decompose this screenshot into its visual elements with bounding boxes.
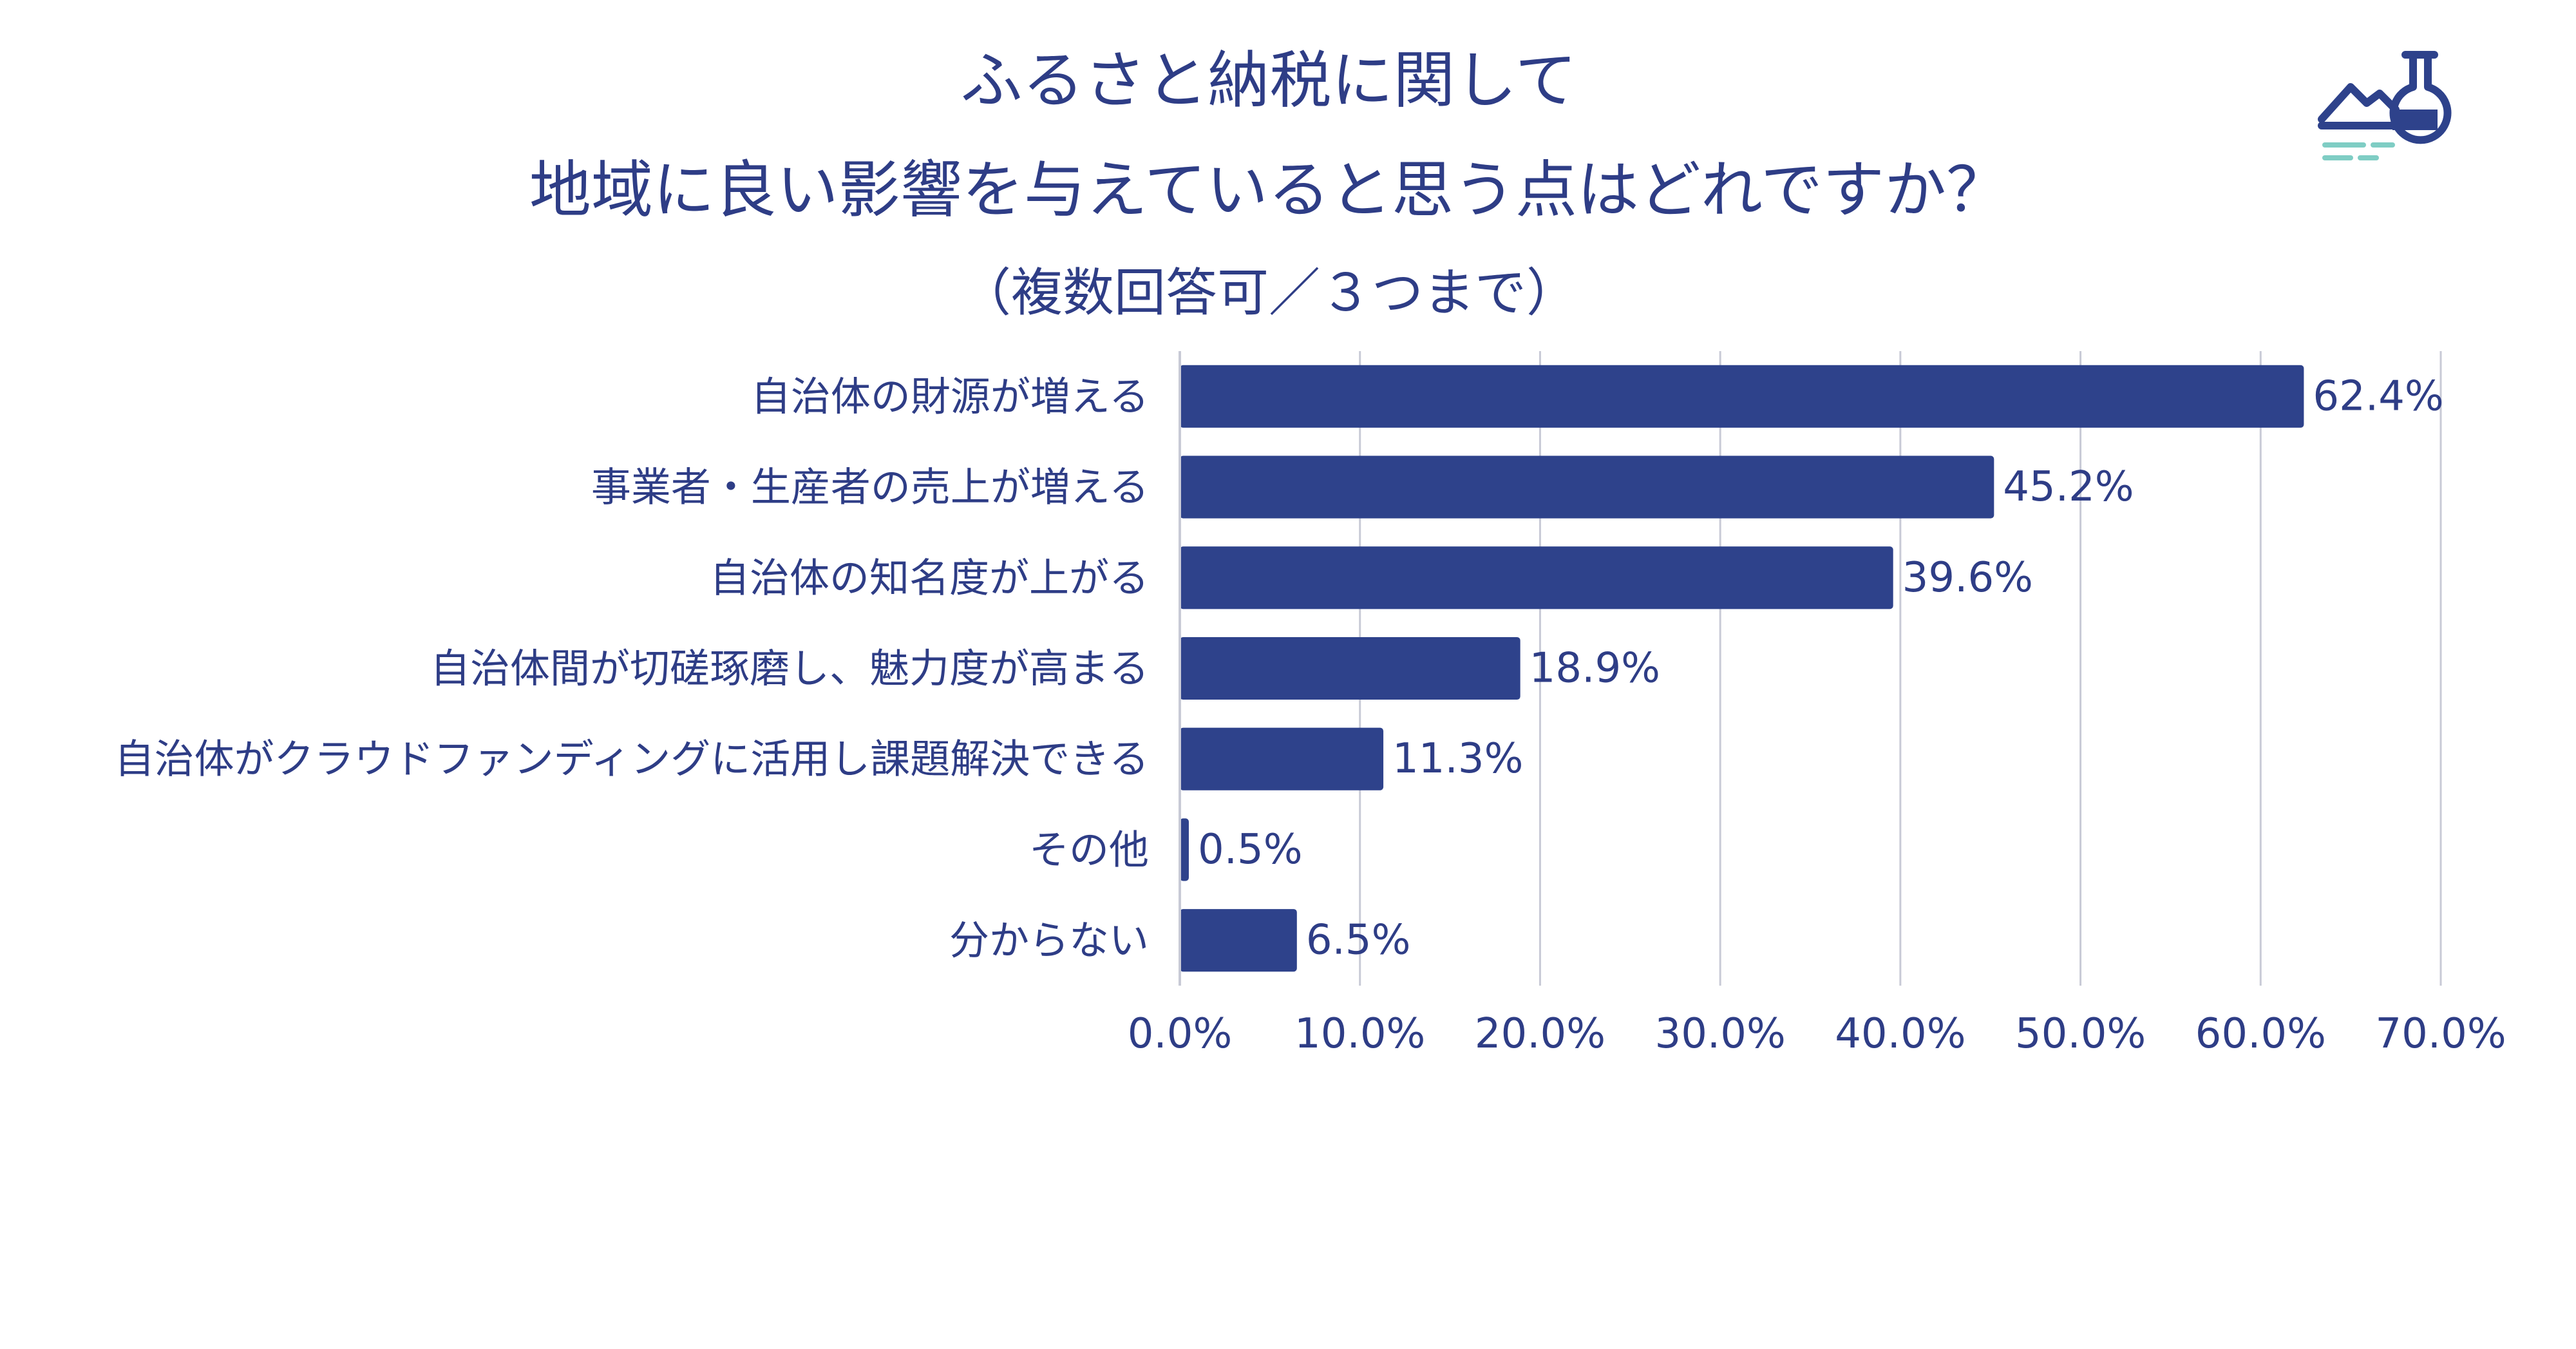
x-tick-label: 70.0% (2375, 1010, 2506, 1058)
bar (1180, 365, 2304, 428)
x-tick-label: 0.0% (1128, 1010, 1233, 1058)
category-label: 自治体の知名度が上がる (710, 554, 1149, 601)
value-label: 6.5% (1306, 917, 1411, 964)
x-tick-label: 40.0% (1835, 1010, 1965, 1058)
value-label: 39.6% (1902, 554, 2033, 602)
value-label: 45.2% (2003, 463, 2134, 511)
factory-flask-icon (2318, 51, 2452, 160)
x-tick-label: 10.0% (1294, 1010, 1425, 1058)
bar (1180, 455, 1994, 519)
bar (1180, 546, 1893, 609)
x-tick-label: 50.0% (2015, 1010, 2146, 1058)
bar (1180, 818, 1189, 881)
category-label: その他 (1029, 826, 1149, 873)
x-tick-label: 60.0% (2195, 1010, 2326, 1058)
bar (1180, 636, 1520, 700)
title-line-1: ふるさと納税に関して (960, 44, 1577, 117)
category-label: 自治体間が切磋琢磨し、魅力度が高まる (430, 645, 1149, 692)
x-tick-label: 30.0% (1654, 1010, 1785, 1058)
bar (1180, 727, 1384, 790)
value-label: 11.3% (1392, 735, 1523, 783)
category-label: 事業者・生産者の売上が増える (591, 464, 1149, 511)
chart-title: ふるさと納税に関して 地域に良い影響を与えていると思う点はどれですか？ （複数回… (0, 26, 2537, 341)
chart-subtitle: （複数回答可／３つまで） (960, 263, 1578, 323)
title-line-2: 地域に良い影響を与えていると思う点はどれですか？ (529, 154, 2009, 226)
category-label: 分からない (949, 917, 1149, 964)
bar (1180, 909, 1297, 972)
value-label: 0.5% (1198, 826, 1303, 874)
category-label: 自治体の財源が増える (751, 373, 1149, 420)
value-label: 62.4% (2313, 372, 2443, 420)
value-label: 18.9% (1530, 645, 1660, 693)
x-tick-label: 20.0% (1475, 1010, 1605, 1058)
category-label: 自治体がクラウドファンディングに活用し課題解決できる (115, 736, 1149, 783)
